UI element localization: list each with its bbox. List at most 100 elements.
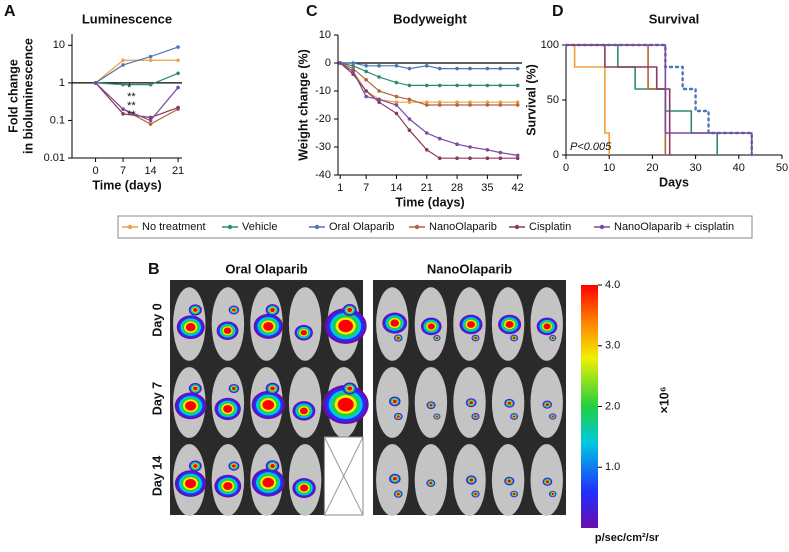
series-line (95, 72, 179, 86)
data-point (485, 100, 490, 104)
data-point (468, 66, 472, 71)
series-line (95, 59, 179, 84)
data-point (394, 100, 399, 104)
x-tick-label: 7 (120, 165, 126, 177)
data-point (455, 66, 459, 71)
legend-label: NanoOlaparib (429, 221, 497, 233)
annotation: ** (127, 100, 136, 112)
survival-curve (566, 44, 718, 155)
signal-blob (392, 476, 397, 481)
data-point (498, 150, 503, 155)
data-point (148, 58, 153, 63)
data-point (407, 100, 412, 104)
data-point (515, 153, 520, 158)
signal-blob (223, 404, 233, 413)
y-tick-label: -30 (315, 141, 331, 153)
data-point (424, 83, 429, 88)
panel-label: C (306, 3, 318, 20)
data-point (407, 83, 412, 88)
data-point (485, 83, 490, 88)
data-point (176, 58, 180, 63)
signal-blob (347, 386, 353, 391)
colorbar-tick-label: 4.0 (605, 279, 620, 291)
signal-blob (347, 307, 353, 313)
data-point (377, 75, 381, 79)
data-point (351, 66, 355, 71)
data-point (485, 148, 490, 152)
signal-blob (231, 464, 236, 468)
signal-blob (435, 336, 439, 340)
signal-blob (505, 321, 514, 328)
data-point (351, 64, 355, 68)
data-point (485, 66, 490, 71)
data-point (364, 94, 368, 99)
signal-blob (232, 308, 236, 312)
signal-blob (338, 319, 354, 333)
data-point (455, 83, 459, 88)
signal-blob (435, 415, 439, 418)
series-line (339, 62, 518, 159)
y-tick-label: 0 (553, 149, 559, 161)
signal-blob (193, 464, 198, 468)
data-point (437, 156, 442, 160)
data-point (394, 94, 399, 99)
signal-blob (427, 323, 435, 330)
signal-blob (232, 386, 236, 391)
data-point (394, 103, 399, 107)
data-point (121, 107, 125, 111)
data-point (407, 117, 412, 121)
y-tick-label: 50 (547, 94, 559, 106)
x-tick-label: 21 (421, 182, 433, 194)
survival-curve (566, 44, 667, 155)
data-point (515, 66, 520, 71)
data-point (424, 64, 429, 68)
data-point (148, 122, 153, 126)
y-tick-label: 100 (541, 39, 559, 51)
data-point (148, 115, 153, 120)
data-point (176, 71, 180, 76)
data-point (498, 100, 503, 104)
data-point (394, 64, 399, 68)
legend-label: No treatment (142, 221, 206, 233)
signal-blob (299, 407, 308, 415)
data-point (424, 131, 429, 135)
signal-blob (543, 323, 551, 330)
chart-title: Bodyweight (393, 11, 467, 26)
data-point (468, 100, 472, 104)
y-tick-label: 0 (325, 57, 331, 69)
panel-label: A (4, 3, 16, 20)
x-tick-label: 50 (776, 162, 788, 174)
data-point (468, 83, 472, 88)
signal-blob (469, 401, 474, 405)
cross (323, 436, 364, 516)
survival-curve (564, 43, 753, 157)
signal-blob (474, 415, 477, 418)
data-point (498, 156, 503, 160)
colorbar (581, 285, 598, 528)
data-point (394, 80, 399, 85)
signal-blob (193, 386, 198, 391)
series-line (95, 82, 179, 122)
y-axis-label: Weight change (%) (296, 49, 310, 161)
series-line (339, 62, 518, 106)
signal-blob (185, 323, 196, 332)
data-point (377, 89, 381, 93)
data-point (455, 156, 459, 160)
signal-blob (512, 492, 516, 496)
x-tick-label: 1 (337, 182, 343, 194)
series-line (95, 46, 179, 84)
signal-blob (474, 336, 477, 340)
y-tick-label: 10 (53, 39, 65, 51)
legend-label: NanoOlaparib + cisplatin (614, 221, 734, 233)
signal-blob (299, 484, 309, 492)
data-point (364, 78, 368, 82)
x-tick-label: 42 (512, 182, 524, 194)
series-line (95, 82, 179, 119)
data-point (93, 81, 98, 85)
data-point (121, 58, 125, 63)
signal-blob (270, 307, 275, 313)
data-point (121, 82, 125, 87)
data-point (377, 97, 381, 102)
legend-label: Oral Olaparib (329, 221, 394, 233)
